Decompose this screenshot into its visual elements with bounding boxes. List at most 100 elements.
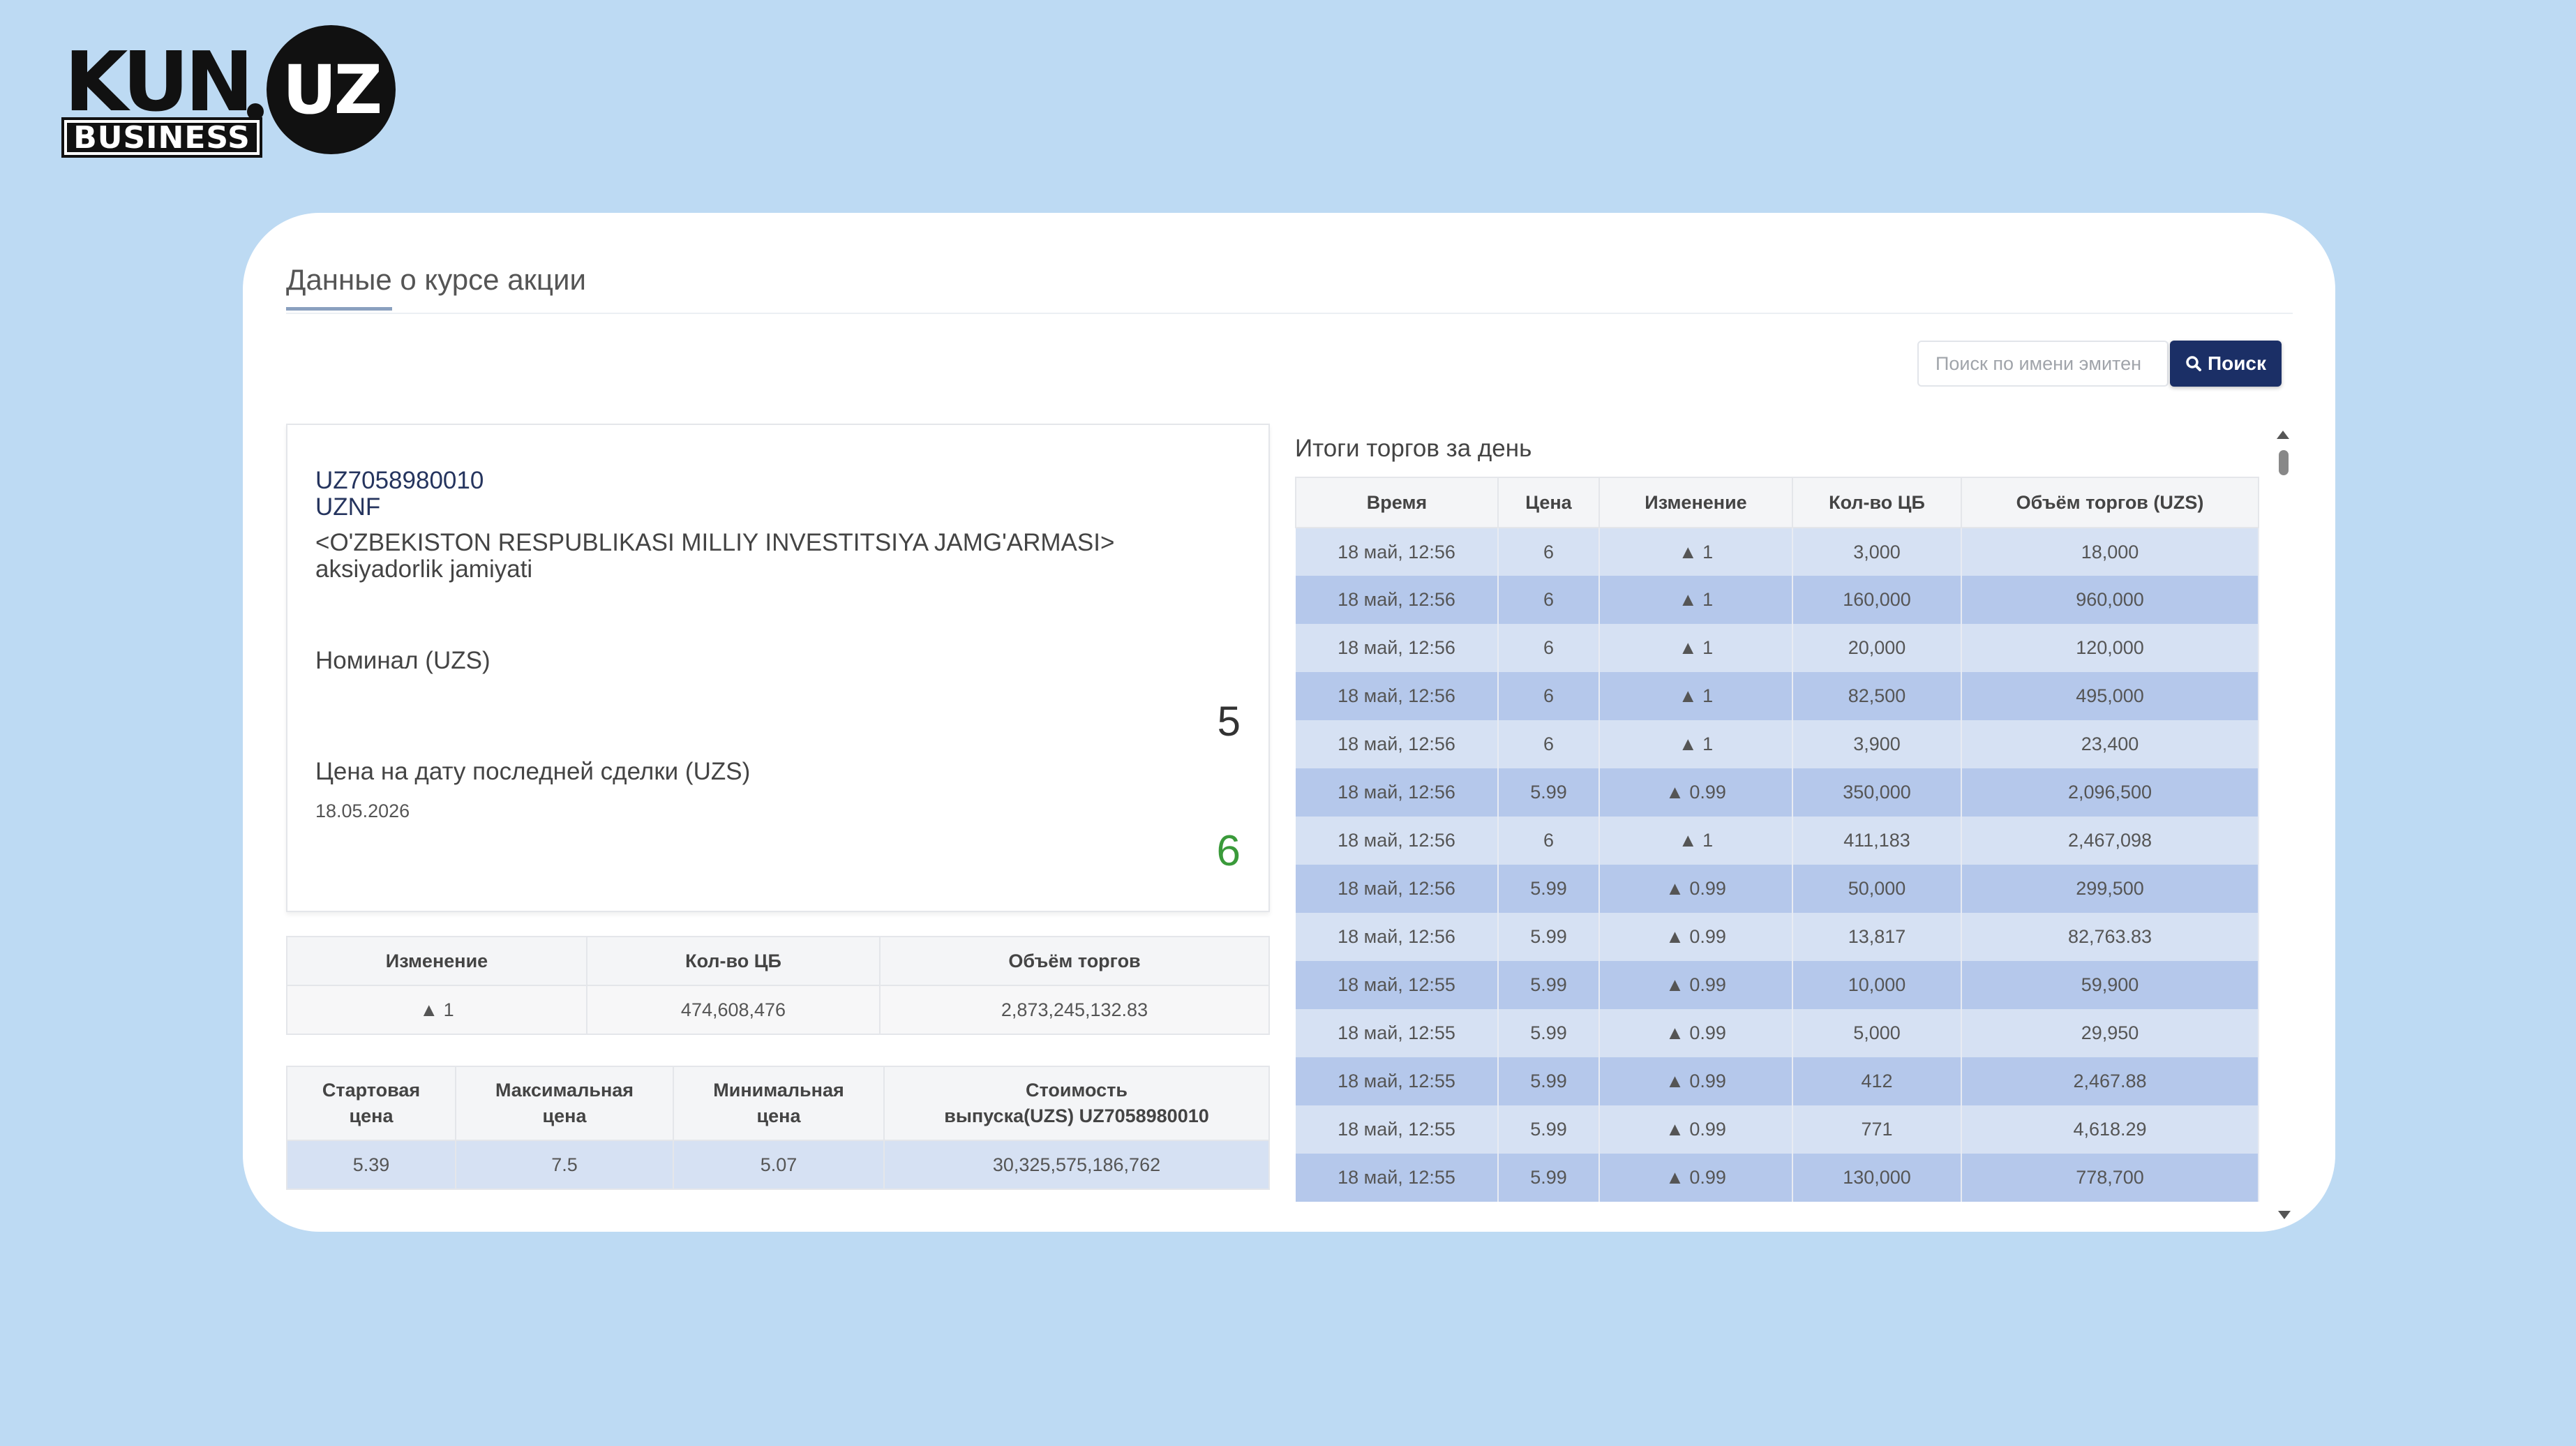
trade-change: ▲ 0.99: [1599, 1057, 1793, 1105]
summary-change: ▲ 1: [286, 985, 587, 1035]
trade-time: 18 май, 12:55: [1296, 1009, 1499, 1057]
trades-table: Время Цена Изменение Кол-во ЦБ Объём тор…: [1295, 477, 2259, 1202]
trade-price: 6: [1498, 720, 1600, 768]
summary-volume: 2,873,245,132.83: [879, 985, 1270, 1035]
table-row: ▲ 1 474,608,476 2,873,245,132.83: [286, 985, 1270, 1035]
trade-volume: 2,096,500: [1961, 768, 2259, 817]
kun-uz-business-logo[interactable]: KUN UZ BUSINESS: [61, 25, 399, 158]
trade-change: ▲ 0.99: [1599, 961, 1793, 1009]
trade-price: 6: [1498, 672, 1600, 720]
last-price-date: 18.05.2026: [315, 800, 410, 821]
trade-price: 5.99: [1498, 768, 1600, 817]
table-row: 18 май, 12:56 6 ▲ 1 20,000 120,000: [1296, 624, 2259, 672]
trades-header-volume: Объём торгов (UZS): [1961, 477, 2259, 528]
trade-quantity: 50,000: [1792, 865, 1962, 913]
summary-table: Изменение Кол-во ЦБ Объём торгов ▲ 1 474…: [286, 936, 1270, 1035]
table-row: 18 май, 12:55 5.99 ▲ 0.99 130,000 778,700: [1296, 1154, 2259, 1202]
trade-volume: 82,763.83: [1961, 913, 2259, 961]
trade-time: 18 май, 12:55: [1296, 961, 1499, 1009]
trade-price: 6: [1498, 576, 1600, 624]
trades-header-price: Цена: [1497, 477, 1600, 528]
title-underline: [286, 307, 392, 311]
trade-time: 18 май, 12:56: [1296, 768, 1499, 817]
trade-change: ▲ 0.99: [1599, 1154, 1793, 1202]
trades-title: Итоги торгов за день: [1295, 435, 1532, 462]
scroll-up-arrow-icon[interactable]: [2277, 431, 2289, 439]
security-info-panel: UZ7058980010 UZNF <O'ZBEKISTON RESPUBLIK…: [286, 424, 1270, 912]
trade-volume: 299,500: [1961, 865, 2259, 913]
summary-header-quantity: Кол-во ЦБ: [586, 936, 881, 986]
trade-volume: 59,900: [1961, 961, 2259, 1009]
trade-time: 18 май, 12:56: [1296, 672, 1499, 720]
trade-time: 18 май, 12:56: [1296, 576, 1499, 624]
nominal-label: Номинал (UZS): [315, 647, 491, 674]
trade-price: 5.99: [1498, 865, 1600, 913]
table-row: 18 май, 12:56 6 ▲ 1 160,000 960,000: [1296, 576, 2259, 624]
trade-price: 5.99: [1498, 961, 1600, 1009]
table-row: 18 май, 12:55 5.99 ▲ 0.99 771 4,618.29: [1296, 1105, 2259, 1154]
trade-change: ▲ 0.99: [1599, 1105, 1793, 1154]
stock-data-card: Данные о курсе акции Поиск UZ7058980010 …: [243, 213, 2335, 1232]
range-start: 5.39: [286, 1140, 456, 1190]
trade-quantity: 3,900: [1792, 720, 1962, 768]
nominal-value: 5: [1217, 698, 1241, 745]
table-row: 18 май, 12:55 5.99 ▲ 0.99 412 2,467.88: [1296, 1057, 2259, 1105]
last-price-label: Цена на дату последней сделки (UZS): [315, 758, 751, 785]
title-divider: [286, 313, 2293, 314]
range-header-start: Стартовая цена: [286, 1066, 456, 1141]
table-row: 18 май, 12:56 5.99 ▲ 0.99 50,000 299,500: [1296, 865, 2259, 913]
trade-price: 6: [1498, 528, 1600, 576]
trade-change: ▲ 1: [1599, 720, 1793, 768]
logo-uz-circle: UZ: [267, 25, 396, 154]
range-max: 7.5: [455, 1140, 674, 1190]
trade-time: 18 май, 12:56: [1296, 624, 1499, 672]
logo-dot: [247, 103, 264, 120]
trade-quantity: 20,000: [1792, 624, 1962, 672]
scroll-down-arrow-icon[interactable]: [2278, 1211, 2291, 1219]
trade-quantity: 3,000: [1792, 528, 1962, 576]
issuer-search-input[interactable]: [1917, 341, 2169, 387]
trade-quantity: 82,500: [1792, 672, 1962, 720]
search-button-label: Поиск: [2207, 352, 2267, 374]
company-name: <O'ZBEKISTON RESPUBLIKASI MILLIY INVESTI…: [315, 529, 1115, 583]
table-row: 18 май, 12:56 5.99 ▲ 0.99 13,817 82,763.83: [1296, 913, 2259, 961]
table-row: 5.39 7.5 5.07 30,325,575,186,762: [286, 1140, 1270, 1190]
range-issue-value: 30,325,575,186,762: [883, 1140, 1270, 1190]
isin-code: UZ7058980010: [315, 467, 484, 494]
search-button[interactable]: Поиск: [2170, 341, 2282, 387]
trade-price: 6: [1498, 817, 1600, 865]
table-row: 18 май, 12:55 5.99 ▲ 0.99 10,000 59,900: [1296, 961, 2259, 1009]
trade-time: 18 май, 12:56: [1296, 913, 1499, 961]
trades-header-change: Изменение: [1598, 477, 1793, 528]
trade-quantity: 10,000: [1792, 961, 1962, 1009]
trade-price: 5.99: [1498, 1009, 1600, 1057]
trades-scroll-area[interactable]: Время Цена Изменение Кол-во ЦБ Объём тор…: [1295, 477, 2259, 1215]
trade-change: ▲ 1: [1599, 624, 1793, 672]
trade-change: ▲ 1: [1599, 817, 1793, 865]
trade-quantity: 5,000: [1792, 1009, 1962, 1057]
last-price-value: 6: [1216, 827, 1241, 875]
trade-change: ▲ 0.99: [1599, 865, 1793, 913]
search-icon: [2186, 356, 2201, 371]
table-row: 18 май, 12:56 5.99 ▲ 0.99 350,000 2,096,500: [1296, 768, 2259, 817]
trades-scrollbar[interactable]: [2277, 431, 2291, 1219]
range-header-issue-value: Стоимость выпуска(UZS) UZ7058980010: [883, 1066, 1270, 1141]
scrollbar-thumb[interactable]: [2279, 450, 2289, 475]
ticker-symbol: UZNF: [315, 493, 381, 521]
table-row: 18 май, 12:56 6 ▲ 1 3,900 23,400: [1296, 720, 2259, 768]
trade-change: ▲ 1: [1599, 528, 1793, 576]
trade-volume: 778,700: [1961, 1154, 2259, 1202]
table-row: 18 май, 12:56 6 ▲ 1 3,000 18,000: [1296, 528, 2259, 576]
summary-header-change: Изменение: [286, 936, 587, 986]
trade-time: 18 май, 12:56: [1296, 817, 1499, 865]
trade-price: 5.99: [1498, 1057, 1600, 1105]
trade-quantity: 130,000: [1792, 1154, 1962, 1202]
trade-volume: 2,467,098: [1961, 817, 2259, 865]
trade-volume: 23,400: [1961, 720, 2259, 768]
trade-time: 18 май, 12:56: [1296, 720, 1499, 768]
table-row: 18 май, 12:56 6 ▲ 1 82,500 495,000: [1296, 672, 2259, 720]
trade-change: ▲ 0.99: [1599, 768, 1793, 817]
trade-volume: 495,000: [1961, 672, 2259, 720]
page-title: Данные о курсе акции: [286, 263, 586, 296]
trade-volume: 960,000: [1961, 576, 2259, 624]
